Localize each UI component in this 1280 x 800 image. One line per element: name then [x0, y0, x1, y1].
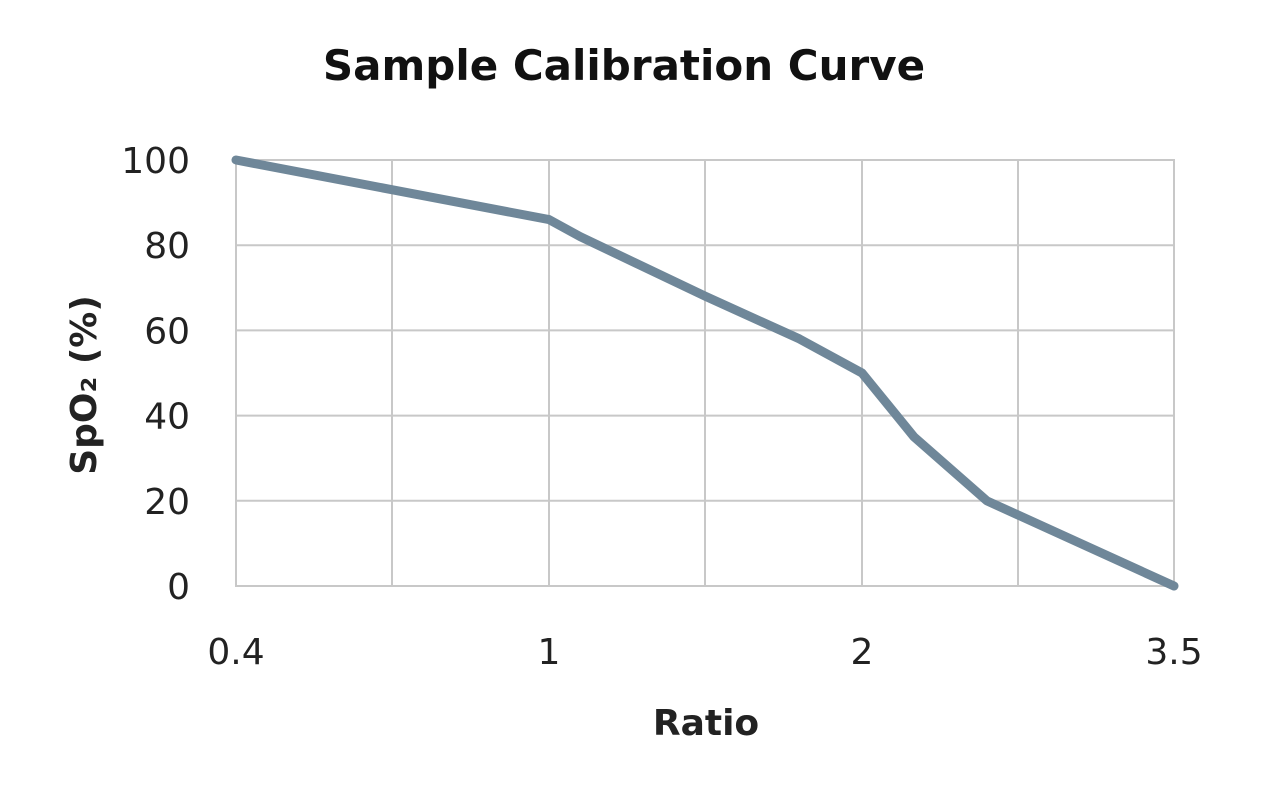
- chart-title: Sample Calibration Curve: [323, 41, 925, 90]
- x-tick-label: 3.5: [1145, 632, 1202, 673]
- x-tick-label: 0.4: [207, 632, 264, 673]
- series: [231, 155, 1179, 591]
- y-tick-label: 100: [121, 141, 190, 182]
- x-tick-label: 1: [538, 632, 561, 673]
- x-tick-label: 2: [851, 632, 874, 673]
- series-line: [231, 155, 1179, 591]
- y-tick-label: 80: [144, 226, 190, 267]
- y-axis-label: SpO₂ (%): [64, 295, 105, 475]
- y-tick-label: 40: [144, 397, 190, 438]
- y-tick-label: 0: [167, 567, 190, 608]
- y-tick-label: 60: [144, 311, 190, 352]
- y-axis-ticks: 0 20 40 60 80 100: [121, 141, 190, 608]
- plot-area-border: [235, 159, 1175, 587]
- x-axis-label: Ratio: [653, 703, 759, 744]
- x-axis-ticks: 0.4 1 2 3.5: [207, 632, 1202, 673]
- y-tick-label: 20: [144, 482, 190, 523]
